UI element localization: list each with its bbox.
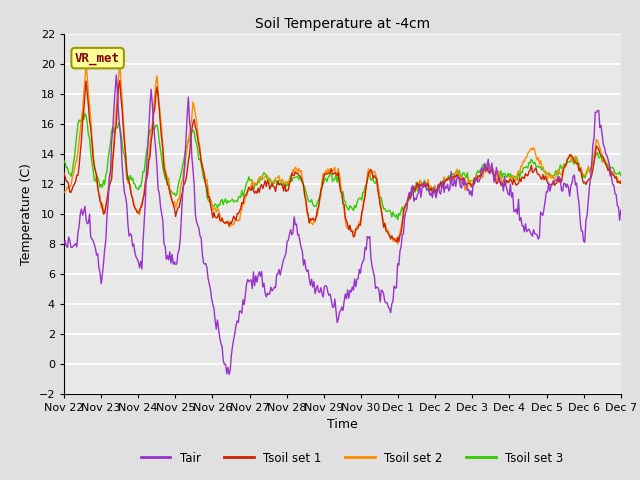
X-axis label: Time: Time: [327, 418, 358, 431]
Legend: Tair, Tsoil set 1, Tsoil set 2, Tsoil set 3: Tair, Tsoil set 1, Tsoil set 2, Tsoil se…: [136, 447, 568, 469]
Title: Soil Temperature at -4cm: Soil Temperature at -4cm: [255, 17, 430, 31]
Y-axis label: Temperature (C): Temperature (C): [20, 163, 33, 264]
Text: VR_met: VR_met: [75, 51, 120, 65]
